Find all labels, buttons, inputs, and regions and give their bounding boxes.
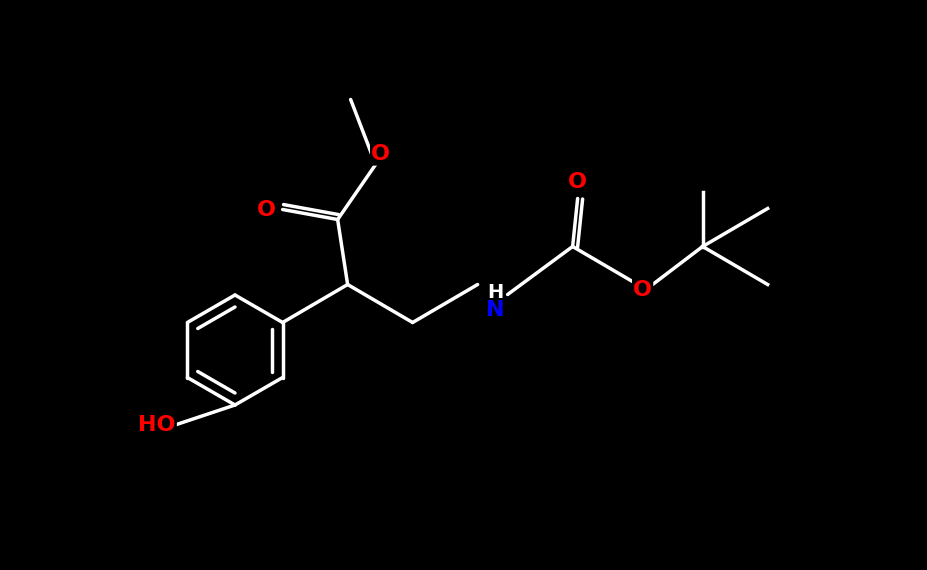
Text: O: O xyxy=(257,200,276,219)
Text: N: N xyxy=(486,299,504,320)
Text: O: O xyxy=(371,145,389,165)
Text: O: O xyxy=(632,279,652,299)
Text: HO: HO xyxy=(138,415,175,435)
Text: H: H xyxy=(487,283,503,302)
Text: O: O xyxy=(567,173,587,193)
